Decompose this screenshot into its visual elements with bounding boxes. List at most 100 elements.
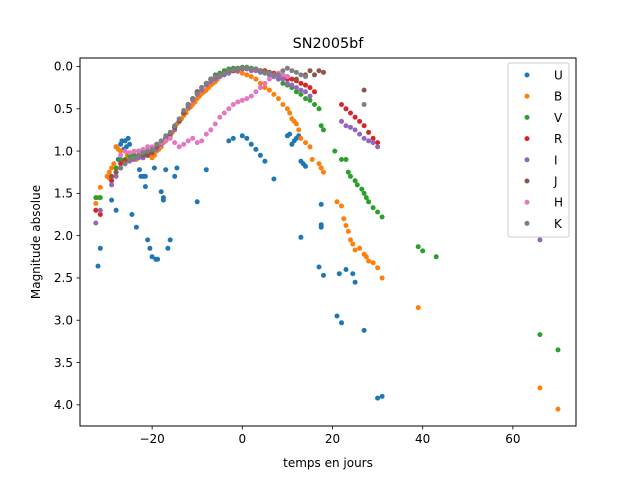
point-U-0 xyxy=(95,263,101,269)
point-U-39 xyxy=(239,133,245,139)
point-H-12 xyxy=(172,140,178,146)
point-B-0 xyxy=(93,201,99,206)
point-B-68 xyxy=(271,91,277,97)
point-H-4 xyxy=(136,148,142,154)
point-R-2 xyxy=(109,178,115,184)
x-tick-label-2: 20 xyxy=(325,432,340,446)
point-B-90 xyxy=(350,241,356,247)
point-B-101 xyxy=(555,406,561,412)
point-U-44 xyxy=(262,158,268,164)
point-R-51 xyxy=(352,114,358,120)
point-R-1 xyxy=(97,212,103,217)
point-U-55 xyxy=(303,163,308,169)
point-U-42 xyxy=(253,146,259,152)
x-tick-label-1: 0 xyxy=(239,432,247,446)
point-B-5 xyxy=(106,169,112,175)
point-B-79 xyxy=(307,144,313,150)
legend-label-I: I xyxy=(554,153,558,167)
point-V-4 xyxy=(118,157,124,162)
point-J-41 xyxy=(321,69,326,75)
point-V-45 xyxy=(303,96,308,102)
point-H-15 xyxy=(185,138,191,144)
point-H-6 xyxy=(145,144,151,150)
point-K-22 xyxy=(217,72,223,78)
x-tick-label-3: 40 xyxy=(415,432,430,446)
point-B-67 xyxy=(266,87,272,93)
point-U-32 xyxy=(167,237,173,243)
point-U-40 xyxy=(244,135,250,141)
point-H-36 xyxy=(280,72,286,78)
point-V-53 xyxy=(343,157,349,162)
point-U-56 xyxy=(316,264,322,270)
point-U-20 xyxy=(142,184,148,190)
point-U-67 xyxy=(361,327,367,333)
legend-marker-I xyxy=(524,157,530,163)
point-H-27 xyxy=(239,97,245,103)
point-H-32 xyxy=(262,80,268,86)
point-B-6 xyxy=(109,165,115,171)
point-R-52 xyxy=(357,118,363,124)
point-U-47 xyxy=(287,131,293,137)
point-B-85 xyxy=(339,203,344,209)
point-J-8 xyxy=(145,152,151,158)
point-R-55 xyxy=(370,135,376,141)
point-B-99 xyxy=(415,305,421,311)
y-tick-label-7: 3.5 xyxy=(54,356,73,370)
point-B-89 xyxy=(348,237,353,243)
point-B-96 xyxy=(370,260,376,266)
point-B-72 xyxy=(287,110,293,116)
y-tick-label-5: 2.5 xyxy=(54,271,73,285)
point-U-45 xyxy=(271,176,277,182)
point-J-39 xyxy=(312,72,317,78)
point-B-95 xyxy=(366,258,372,264)
point-I-46 xyxy=(307,93,313,99)
point-K-28 xyxy=(244,65,250,71)
legend-label-B: B xyxy=(554,90,562,104)
point-U-52 xyxy=(298,234,304,240)
point-K-29 xyxy=(248,66,254,72)
point-B-62 xyxy=(244,72,250,78)
point-K-34 xyxy=(271,72,277,78)
point-H-14 xyxy=(181,141,187,147)
point-B-76 xyxy=(296,127,302,133)
point-J-0 xyxy=(109,173,115,179)
point-K-31 xyxy=(257,68,263,74)
point-B-86 xyxy=(341,216,347,222)
x-tick-label-0: −20 xyxy=(139,432,164,446)
point-U-24 xyxy=(151,165,157,171)
point-I-47 xyxy=(339,118,344,124)
legend-label-R: R xyxy=(554,132,562,146)
point-B-98 xyxy=(379,275,385,281)
point-H-2 xyxy=(127,150,133,156)
point-K-14 xyxy=(181,108,187,113)
point-J-1 xyxy=(113,169,119,175)
point-V-68 xyxy=(537,332,543,338)
point-R-46 xyxy=(307,85,313,91)
point-H-21 xyxy=(212,121,218,127)
y-axis: 0.0 0.5 1.0 1.5 2.0 2.5 3.0 3.5 4.0 xyxy=(54,60,80,412)
point-B-77 xyxy=(298,135,304,141)
point-V-40 xyxy=(280,80,286,86)
legend-marker-R xyxy=(524,136,530,142)
legend-marker-K xyxy=(524,220,530,226)
point-I-42 xyxy=(289,82,295,88)
legend-frame xyxy=(507,62,570,238)
point-K-1 xyxy=(122,161,128,167)
point-B-81 xyxy=(316,161,322,167)
point-H-20 xyxy=(208,127,214,133)
point-B-10 xyxy=(118,148,124,154)
point-U-66 xyxy=(352,279,358,285)
point-K-41 xyxy=(303,74,308,80)
point-I-56 xyxy=(537,237,543,243)
point-R-47 xyxy=(312,89,317,95)
point-V-56 xyxy=(352,178,358,184)
point-K-3 xyxy=(131,155,137,161)
point-B-94 xyxy=(363,254,369,260)
point-U-37 xyxy=(226,138,232,144)
legend-label-K: K xyxy=(554,217,563,231)
point-U-41 xyxy=(248,141,254,147)
point-U-61 xyxy=(334,313,340,319)
y-tick-label-3: 1.5 xyxy=(54,187,73,201)
point-U-29 xyxy=(160,197,166,203)
